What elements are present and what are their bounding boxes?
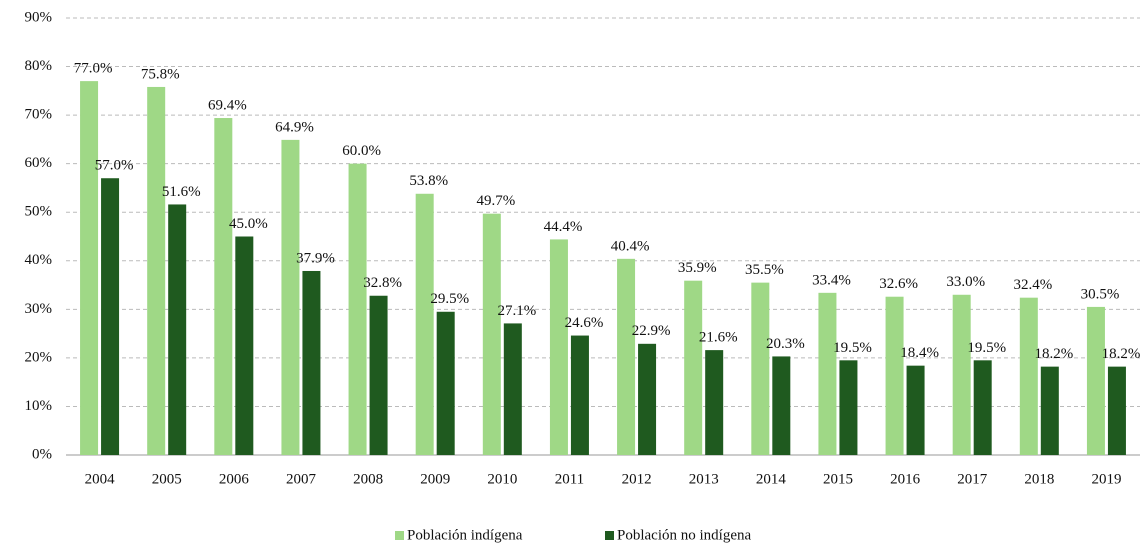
data-label: 33.0% xyxy=(946,274,985,290)
bar xyxy=(772,356,791,455)
data-label: 20.3% xyxy=(766,336,805,352)
bar xyxy=(705,350,724,455)
data-label: 44.4% xyxy=(544,219,583,235)
bar xyxy=(952,294,971,455)
data-label: 75.8% xyxy=(141,66,180,82)
data-label: 19.5% xyxy=(833,340,872,356)
bar xyxy=(549,239,568,455)
bar xyxy=(369,295,388,455)
y-tick-label: 40% xyxy=(25,252,53,268)
y-tick-label: 90% xyxy=(25,9,53,25)
y-tick-label: 20% xyxy=(25,349,53,365)
data-label: 33.4% xyxy=(812,272,851,288)
x-tick-label: 2012 xyxy=(622,471,652,487)
data-label: 18.2% xyxy=(1102,346,1141,362)
data-label: 19.5% xyxy=(967,340,1006,356)
x-tick-label: 2009 xyxy=(420,471,450,487)
x-tick-label: 2016 xyxy=(890,471,921,487)
x-tick-label: 2015 xyxy=(823,471,853,487)
data-label: 24.6% xyxy=(565,315,604,331)
x-tick-label: 2018 xyxy=(1024,471,1054,487)
bar xyxy=(751,282,770,455)
bar xyxy=(436,311,455,455)
data-label: 53.8% xyxy=(409,173,448,189)
bar xyxy=(839,360,858,455)
data-label: 18.2% xyxy=(1034,346,1073,362)
data-label: 64.9% xyxy=(275,119,314,135)
bar xyxy=(348,163,367,455)
bar xyxy=(973,360,992,455)
legend-label: Población indígena xyxy=(407,527,523,543)
data-label: 32.8% xyxy=(363,275,402,291)
bar xyxy=(302,270,321,455)
data-label: 40.4% xyxy=(611,238,650,254)
data-label: 18.4% xyxy=(900,345,939,361)
x-tick-label: 2005 xyxy=(152,471,182,487)
x-tick-label: 2004 xyxy=(85,471,116,487)
y-tick-label: 70% xyxy=(25,107,53,123)
data-label: 30.5% xyxy=(1081,286,1120,302)
bar xyxy=(80,81,99,455)
bar xyxy=(482,213,501,455)
y-tick-label: 50% xyxy=(25,204,53,220)
bar xyxy=(617,258,636,455)
data-label: 27.1% xyxy=(497,303,536,319)
bar xyxy=(1107,366,1126,455)
bar xyxy=(684,280,703,455)
data-label: 51.6% xyxy=(162,184,201,200)
data-label: 32.4% xyxy=(1013,277,1052,293)
bar xyxy=(503,323,522,455)
y-tick-label: 80% xyxy=(25,58,53,74)
data-label: 35.9% xyxy=(678,260,717,276)
data-label: 21.6% xyxy=(699,330,738,346)
x-tick-label: 2010 xyxy=(487,471,517,487)
x-tick-label: 2011 xyxy=(555,471,584,487)
data-label: 77.0% xyxy=(74,61,113,77)
data-label: 32.6% xyxy=(879,276,918,292)
bar xyxy=(281,139,300,455)
data-label: 35.5% xyxy=(745,262,784,278)
data-label: 57.0% xyxy=(95,158,134,174)
bar xyxy=(147,86,166,456)
x-tick-label: 2017 xyxy=(957,471,988,487)
x-tick-label: 2007 xyxy=(286,471,317,487)
x-tick-label: 2019 xyxy=(1091,471,1121,487)
legend-label: Población no indígena xyxy=(617,527,751,543)
bar xyxy=(415,193,434,455)
legend-swatch xyxy=(395,531,404,540)
data-label: 45.0% xyxy=(229,216,268,232)
x-tick-label: 2008 xyxy=(353,471,383,487)
bar xyxy=(101,178,120,455)
bar xyxy=(1086,306,1105,455)
bar xyxy=(214,118,233,455)
data-label: 22.9% xyxy=(632,323,671,339)
y-tick-label: 30% xyxy=(25,301,53,317)
bar xyxy=(885,296,904,455)
data-label: 60.0% xyxy=(342,143,381,159)
data-label: 49.7% xyxy=(476,193,515,209)
x-tick-label: 2014 xyxy=(756,471,787,487)
bar xyxy=(638,343,657,455)
x-tick-label: 2006 xyxy=(219,471,250,487)
y-tick-label: 0% xyxy=(32,446,52,462)
bar xyxy=(1040,366,1059,455)
data-label: 29.5% xyxy=(430,291,469,307)
bar xyxy=(906,365,925,455)
legend-swatch xyxy=(605,531,614,540)
data-label: 69.4% xyxy=(208,97,247,113)
y-tick-label: 60% xyxy=(25,155,53,171)
bar xyxy=(235,236,254,455)
x-tick-label: 2013 xyxy=(689,471,719,487)
bar xyxy=(168,204,187,455)
bar xyxy=(1019,297,1038,455)
data-label: 37.9% xyxy=(296,250,335,266)
bar xyxy=(818,292,837,455)
y-tick-label: 10% xyxy=(25,398,53,414)
bar xyxy=(570,335,589,455)
